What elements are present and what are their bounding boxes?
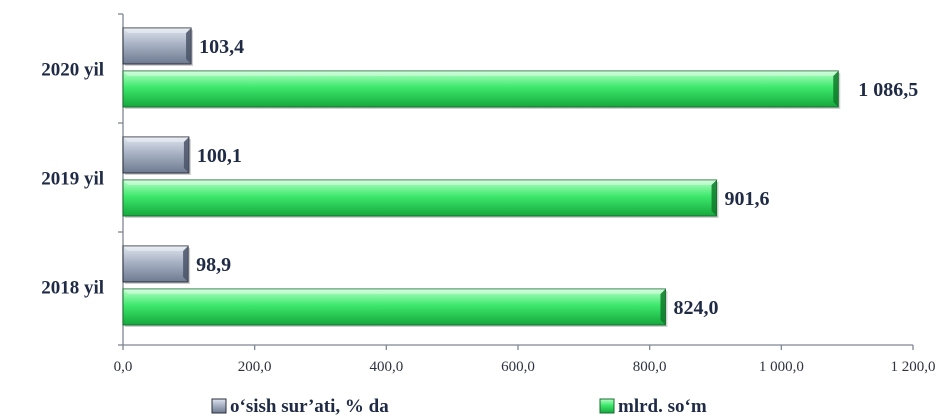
legend-label: o‘sish sur’ati, % da [230, 396, 389, 417]
data-label: 1 086,5 [858, 79, 918, 101]
bar [122, 245, 191, 284]
data-label: 901,6 [725, 188, 770, 210]
bar-face [122, 179, 718, 217]
data-label: 103,4 [199, 36, 244, 58]
bar-end-cap [186, 28, 192, 64]
x-tick-label: 1 000,0 [759, 359, 804, 375]
bar-bevel [123, 28, 192, 33]
bar [122, 179, 719, 218]
bar [122, 70, 841, 109]
legend-swatch [211, 398, 227, 414]
x-tick-label: 600,0 [501, 359, 535, 375]
legend-item: o‘sish sur’ati, % da [211, 396, 389, 417]
bar-end-cap [183, 137, 189, 173]
x-tick-label: 800,0 [633, 359, 667, 375]
x-tick-label: 400,0 [369, 359, 403, 375]
data-label: 824,0 [673, 297, 718, 319]
bar-face [122, 245, 189, 283]
x-tick-label: 200,0 [238, 359, 272, 375]
bar-bevel [123, 180, 717, 185]
x-tick-label: 1 200,0 [891, 359, 936, 375]
bar-face [122, 70, 839, 108]
bar-face [122, 27, 192, 65]
bar-bevel [123, 246, 189, 251]
bar-face [122, 288, 666, 326]
category-label: 2019 yil [41, 169, 104, 190]
bar-bevel [123, 289, 666, 294]
bar-end-cap [660, 289, 666, 325]
bar [122, 27, 194, 66]
x-tick-label: 0,0 [114, 359, 133, 375]
legend-item: mlrd. so‘m [599, 396, 707, 417]
bar-end-cap [833, 71, 839, 107]
bar [122, 136, 191, 175]
data-label: 100,1 [197, 145, 242, 167]
bar-end-cap [183, 246, 189, 282]
bar-bevel [123, 137, 189, 142]
bar-end-cap [711, 180, 717, 216]
category-label: 2018 yil [41, 278, 104, 299]
bar-bevel [123, 71, 839, 76]
bar [122, 288, 668, 327]
category-label: 2020 yil [41, 60, 104, 81]
legend-swatch [599, 398, 615, 414]
legend-label: mlrd. so‘m [618, 396, 707, 417]
data-label: 98,9 [196, 254, 231, 276]
bar-face [122, 136, 190, 174]
